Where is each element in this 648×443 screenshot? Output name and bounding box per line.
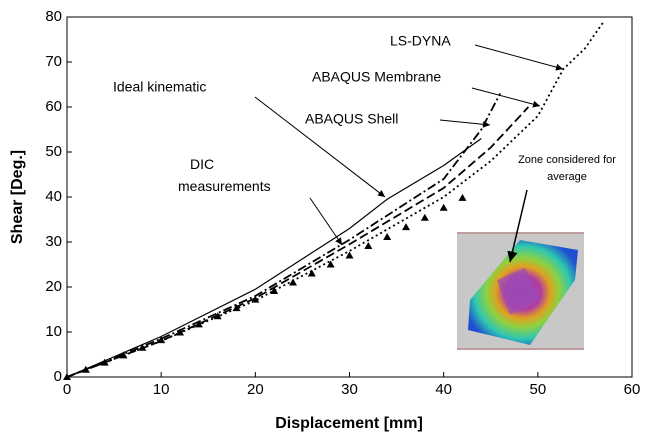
x-tick-label: 0 — [63, 381, 71, 398]
data-point — [289, 279, 297, 286]
data-point — [440, 204, 448, 211]
y-tick-label: 80 — [45, 8, 62, 25]
y-tick-label: 60 — [45, 98, 62, 115]
x-tick-label: 20 — [247, 381, 264, 398]
y-tick-label: 20 — [45, 278, 62, 295]
data-point — [364, 242, 372, 249]
chart: Displacement [mm] Shear [Deg.] 0 10 20 30 40… — [0, 0, 648, 438]
x-tick-label: 60 — [624, 381, 641, 398]
y-tick-label: 70 — [45, 53, 62, 70]
series-label: ABAQUS Membrane — [312, 69, 441, 85]
series-label: LS-DYNA — [390, 33, 451, 49]
data-point — [459, 194, 467, 201]
data-point — [308, 270, 316, 277]
annotation-arrow — [472, 88, 540, 106]
x-axis-label: Displacement [mm] — [275, 415, 423, 432]
data-point — [421, 214, 429, 221]
inset-annotation: Zone considered for — [518, 154, 616, 166]
y-tick-label: 40 — [45, 188, 62, 205]
series-line — [67, 94, 500, 378]
y-tick-label: 10 — [45, 323, 62, 340]
series-label: Ideal kinematic — [113, 79, 206, 95]
inset-annotation: average — [547, 171, 587, 183]
series-label: ABAQUS Shell — [305, 111, 398, 127]
x-tick-label: 10 — [153, 381, 170, 398]
annotation-arrow — [310, 198, 342, 245]
annotation-arrow — [475, 45, 563, 69]
data-point — [402, 223, 410, 230]
y-tick-label: 50 — [45, 143, 62, 160]
x-tick-label: 50 — [529, 381, 546, 398]
inset-image — [457, 232, 584, 350]
series-line — [67, 139, 481, 378]
y-tick-label: 30 — [45, 233, 62, 250]
data-point — [383, 233, 391, 240]
y-tick-label: 0 — [54, 368, 62, 385]
data-point — [82, 366, 90, 373]
y-axis-label: Shear [Deg.] — [9, 150, 26, 244]
x-tick-label: 30 — [341, 381, 358, 398]
x-tick-label: 40 — [435, 381, 452, 398]
annotation-arrow — [440, 120, 490, 125]
